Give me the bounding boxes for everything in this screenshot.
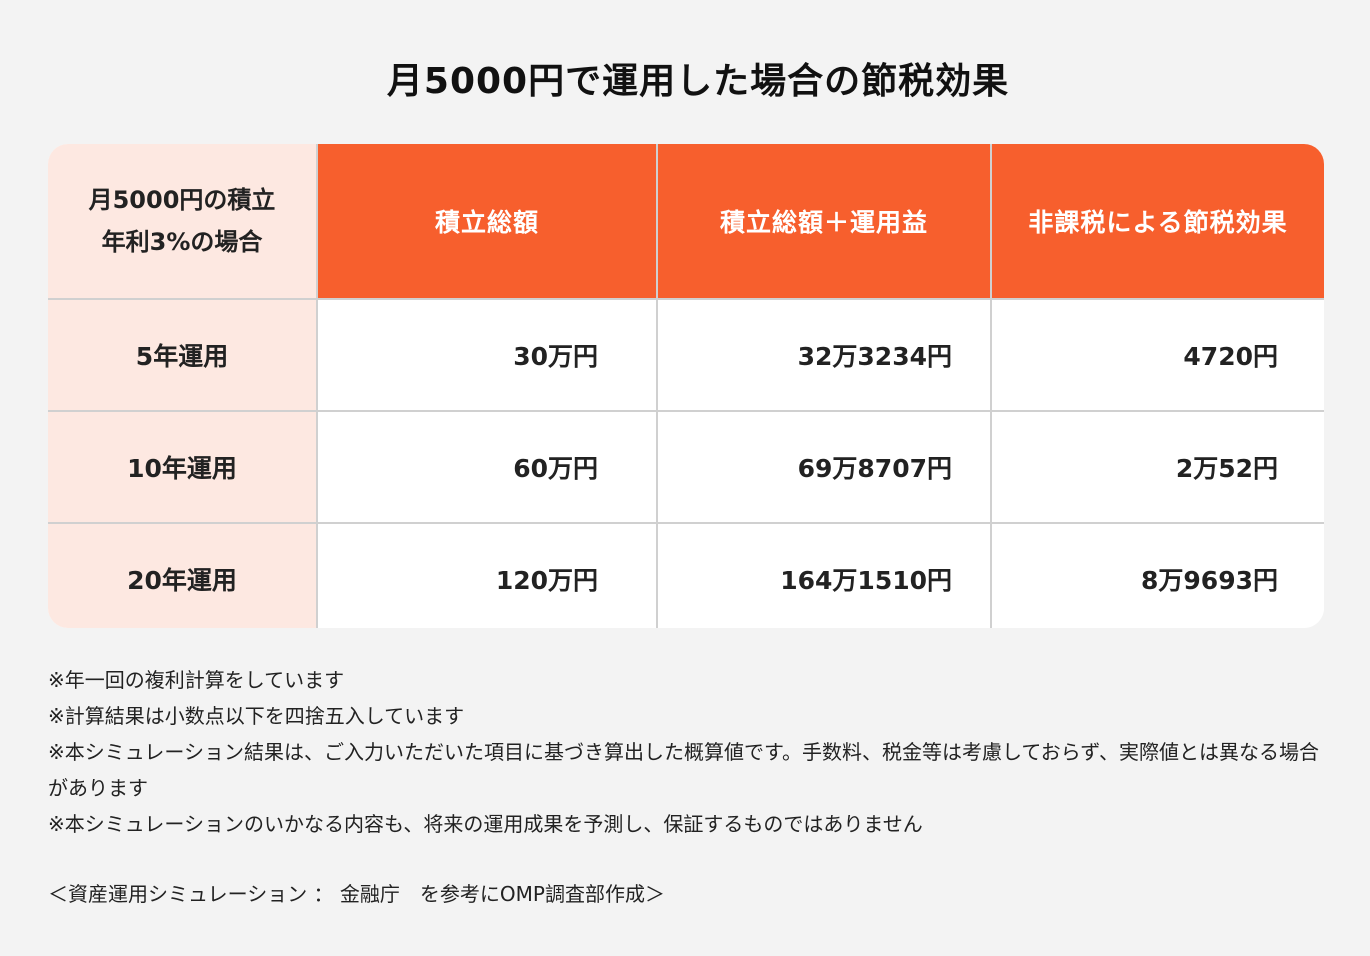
table-header-row: 月5000円の積立 年利3%の場合 積立総額 積立総額＋運用益 非課税による節税…	[48, 144, 1324, 300]
cell-value: 164万1510円	[780, 566, 952, 595]
table-row: 20年運用 120万円 164万1510円 8万9693円	[48, 522, 1324, 628]
cell-total-contribution: 120万円	[316, 522, 658, 628]
cell-tax-saving: 4720円	[990, 298, 1324, 412]
table-row: 10年運用 60万円 69万8707円 2万52円	[48, 410, 1324, 524]
footnote: ※計算結果は小数点以下を四捨五入しています	[48, 704, 465, 728]
corner-line-1: 月5000円の積立	[88, 186, 276, 214]
cell-total-with-gains: 164万1510円	[656, 522, 992, 628]
header-tax-saving: 非課税による節税効果	[990, 144, 1324, 300]
page-title: 月5000円で運用した場合の節税効果	[386, 61, 1010, 102]
row-label: 5年運用	[48, 298, 318, 412]
cell-tax-saving: 8万9693円	[990, 522, 1324, 628]
cell-total-contribution: 30万円	[316, 298, 658, 412]
cell-total-with-gains: 69万8707円	[656, 410, 992, 524]
footnote: ※本シミュレーション結果は、ご入力いただいた項目に基づき算出した概算値です。手数…	[48, 740, 1319, 800]
cell-total-with-gains: 32万3234円	[656, 298, 992, 412]
cell-tax-saving: 2万52円	[990, 410, 1324, 524]
table-row: 5年運用 30万円 32万3234円 4720円	[48, 298, 1324, 412]
footnotes: ※年一回の複利計算をしています ※計算結果は小数点以下を四捨五入しています ※本…	[48, 662, 1328, 842]
tax-effect-table: 月5000円の積立 年利3%の場合 積立総額 積立総額＋運用益 非課税による節税…	[48, 144, 1324, 628]
footnote: ※年一回の複利計算をしています	[48, 668, 345, 692]
corner-line-2: 年利3%の場合	[101, 228, 263, 256]
cell-value: 8万9693円	[1141, 566, 1278, 595]
cell-value: 4720円	[1183, 342, 1278, 371]
cell-value: 2万52円	[1175, 454, 1278, 483]
cell-value: 32万3234円	[797, 342, 952, 371]
footnote: ※本シミュレーションのいかなる内容も、将来の運用成果を予測し、保証するものではあ…	[48, 812, 923, 836]
header-total-with-gains: 積立総額＋運用益	[656, 144, 992, 300]
cell-total-contribution: 60万円	[316, 410, 658, 524]
cell-value: 60万円	[513, 454, 598, 483]
row-label: 20年運用	[48, 522, 318, 628]
cell-value: 120万円	[495, 566, 598, 595]
header-total-contribution: 積立総額	[316, 144, 658, 300]
row-label: 10年運用	[48, 410, 318, 524]
corner-header-cell: 月5000円の積立 年利3%の場合	[48, 144, 318, 300]
cell-value: 69万8707円	[797, 454, 952, 483]
cell-value: 30万円	[513, 342, 598, 371]
source-credit: ＜資産運用シミュレーション ： 金融庁 を参考にOMP調査部作成＞	[48, 882, 665, 906]
